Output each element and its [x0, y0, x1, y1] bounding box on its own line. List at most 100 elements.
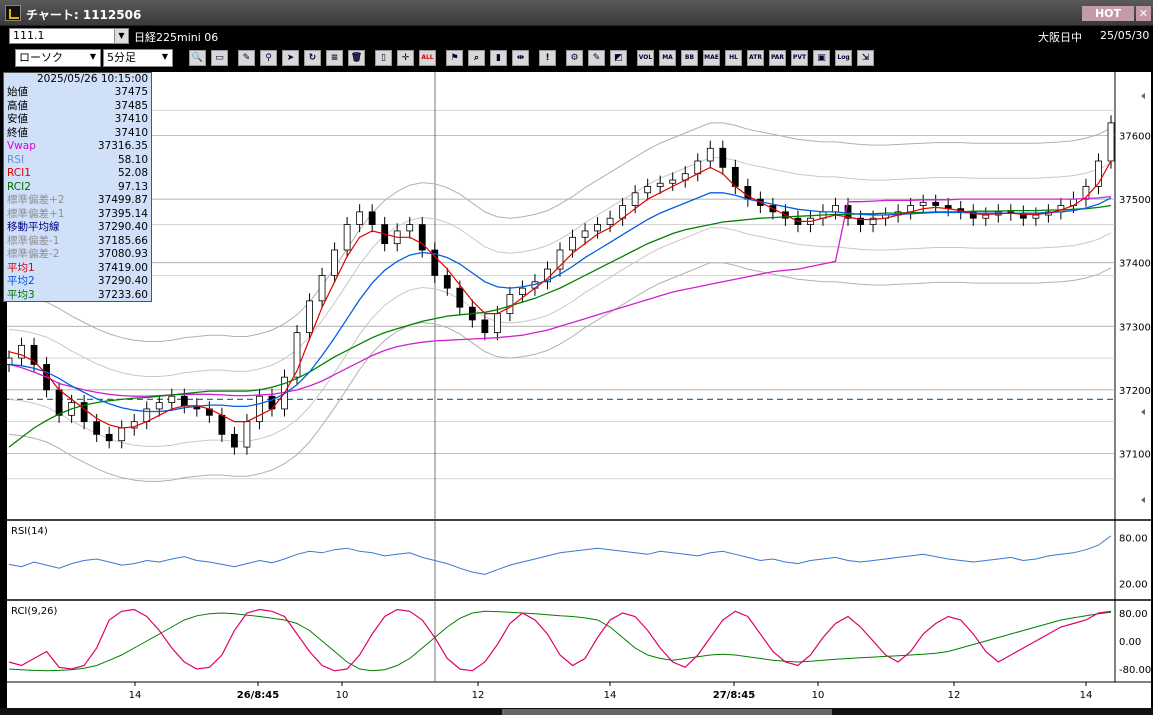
export-icon[interactable]: ⇲ [857, 50, 874, 66]
candle-body[interactable] [982, 214, 990, 219]
close-button[interactable]: ✕ [1136, 6, 1151, 21]
cursor-icon[interactable]: ➤ [282, 50, 299, 66]
info-row: 平均2 37290.40 [4, 275, 151, 289]
candle-body[interactable] [569, 236, 576, 251]
time-tick-label: 12 [472, 690, 485, 701]
candle-body[interactable] [581, 230, 589, 238]
candle-body[interactable] [5, 357, 13, 365]
candle-body[interactable] [218, 414, 226, 435]
candle-body[interactable] [606, 217, 614, 225]
candle-body[interactable] [857, 217, 864, 225]
candle-icon[interactable]: ▯ [375, 50, 392, 66]
candle-body[interactable] [155, 402, 163, 410]
tb-hl-button[interactable]: HL [725, 50, 742, 66]
price-chart[interactable]: 37600 37500 37400 37300 37200 37100 RSI(14) 80.… [5, 72, 1151, 710]
candle-body[interactable] [105, 433, 113, 442]
tb-all-button[interactable]: ALL [419, 50, 436, 66]
candle-body[interactable] [356, 211, 364, 225]
palette-icon[interactable]: ◩ [610, 50, 627, 66]
scale-marker-icon [1141, 409, 1145, 415]
candle-body[interactable] [1107, 122, 1115, 162]
info-icon[interactable]: ! [539, 50, 556, 66]
scrollbar-thumb[interactable] [502, 709, 832, 715]
candle-body[interactable] [30, 344, 38, 365]
candle-body[interactable] [932, 201, 940, 206]
tb-ma-button[interactable]: MA [659, 50, 676, 66]
candle-body[interactable] [243, 421, 251, 448]
candle-body[interactable] [431, 249, 439, 276]
hot-button[interactable]: HOT [1082, 6, 1134, 21]
candle-body[interactable] [443, 275, 451, 289]
tb-pvt-button[interactable]: PVT [791, 50, 808, 66]
chevron-down-icon[interactable]: ▼ [161, 52, 169, 61]
candle-body[interactable] [343, 224, 351, 251]
split-icon[interactable]: ⇹ [512, 50, 529, 66]
chart-type-select[interactable]: ローソク ▼ [15, 49, 101, 67]
candle-body[interactable] [456, 287, 464, 308]
tb-atr-button[interactable]: ATR [747, 50, 764, 66]
candle-body[interactable] [318, 275, 326, 302]
chevron-down-icon[interactable]: ▼ [114, 29, 128, 43]
candle-body[interactable] [168, 395, 176, 403]
candle-body[interactable] [80, 402, 88, 423]
candle-body[interactable] [293, 332, 301, 378]
drawing-icon[interactable]: ⚑ [446, 50, 463, 66]
candle-body[interactable] [406, 224, 414, 232]
tb-mae-button[interactable]: MAE [703, 50, 720, 66]
zoom-icon[interactable]: 🔍 [189, 50, 206, 66]
candle-body[interactable] [556, 249, 564, 270]
candle-body[interactable] [694, 160, 702, 175]
candle-body[interactable] [644, 186, 652, 194]
gear-icon[interactable]: ⚙ [566, 50, 583, 66]
candle-body[interactable] [306, 300, 313, 334]
candle-body[interactable] [869, 217, 877, 225]
refresh-icon[interactable]: ↻ [304, 50, 321, 66]
candle-body[interactable] [1095, 160, 1102, 187]
candle-body[interactable] [118, 427, 126, 442]
bar-icon[interactable]: ▮ [490, 50, 507, 66]
candle-body[interactable] [719, 147, 727, 168]
list-icon[interactable]: ≡ [326, 50, 343, 66]
candle-body[interactable] [844, 205, 852, 219]
candle-body[interactable] [969, 211, 977, 219]
tb-par-button[interactable]: PAR [769, 50, 786, 66]
wrench-icon[interactable]: ✎ [588, 50, 605, 66]
tb-bb-button[interactable]: BB [681, 50, 698, 66]
candle-body[interactable] [231, 433, 238, 448]
candle-body[interactable] [481, 319, 489, 334]
tb-log-button[interactable]: Log [835, 50, 852, 66]
candle-body[interactable] [368, 211, 376, 225]
tb-vol-button[interactable]: VOL [637, 50, 654, 66]
window-icon[interactable]: ▭ [211, 50, 228, 66]
candle-body[interactable] [93, 421, 101, 435]
trash-icon[interactable]: 🗑 [348, 50, 365, 66]
candle-body[interactable] [18, 344, 25, 359]
candle-body[interactable] [594, 224, 601, 232]
candle-body[interactable] [130, 421, 138, 429]
link-icon[interactable]: ⚲ [260, 50, 277, 66]
candle-body[interactable] [55, 389, 63, 416]
candle-body[interactable] [832, 205, 839, 213]
interval-select[interactable]: 5分足 ▼ [103, 49, 173, 67]
chart-area[interactable]: 37600 37500 37400 37300 37200 37100 RSI(14) 80.… [5, 72, 1151, 710]
candle-body[interactable] [493, 313, 501, 334]
main-panel[interactable] [7, 72, 1151, 517]
candle-body[interactable] [919, 201, 927, 206]
candle-body[interactable] [418, 224, 426, 251]
pen-icon[interactable]: ✎ [238, 50, 255, 66]
box-icon[interactable]: ▣ [813, 50, 830, 66]
candle-body[interactable] [256, 395, 263, 423]
candle-body[interactable] [506, 294, 514, 314]
candle-body[interactable] [631, 192, 639, 206]
search-icon[interactable]: ⌕ [468, 50, 485, 66]
candle-body[interactable] [180, 395, 188, 407]
cross-icon[interactable]: ✛ [397, 50, 414, 66]
candle-body[interactable] [1032, 214, 1040, 219]
candle-body[interactable] [519, 287, 526, 295]
symbol-select[interactable]: 111.1 ▼ [9, 28, 129, 44]
candle-body[interactable] [331, 249, 338, 276]
candle-body[interactable] [656, 182, 664, 187]
candle-body[interactable] [669, 179, 677, 184]
chevron-down-icon[interactable]: ▼ [89, 52, 97, 61]
candle-body[interactable] [706, 147, 714, 162]
